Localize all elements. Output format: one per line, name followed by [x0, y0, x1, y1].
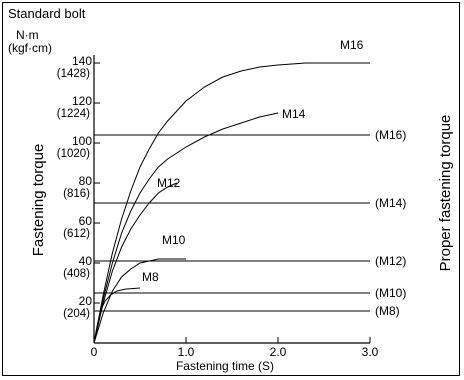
- y-tick-alt-label: (1428): [57, 68, 90, 80]
- chart-frame: [2, 2, 460, 376]
- reference-line-label: (M10): [375, 286, 406, 300]
- y-tick-alt-label: (816): [63, 188, 90, 200]
- y-axis-label: Fastening torque: [30, 144, 47, 257]
- series-label-m12: M12: [157, 176, 181, 190]
- y-axis-label-right: Proper fastening torque: [437, 115, 454, 272]
- reference-line-label: (M12): [375, 254, 406, 268]
- series-line-m16: [93, 62, 370, 344]
- y-tick-label: 60: [79, 214, 93, 228]
- y-tick-alt-label: (408): [63, 268, 90, 280]
- x-tick-label: 0: [91, 345, 98, 359]
- reference-line-label: (M16): [375, 128, 406, 142]
- y-unit-alt-label: (kgf·cm): [8, 41, 52, 55]
- series-line-m12: [93, 182, 177, 344]
- series-line-m10: [93, 258, 186, 344]
- tick-labels: 20(204) 40(408) 60(612) 80(816) 100(1020) 120…: [57, 54, 379, 359]
- chart-title: Standard bolt: [8, 6, 86, 21]
- y-tick-label: 40: [79, 254, 93, 268]
- y-tick-label: 80: [79, 174, 93, 188]
- series-label-m8: M8: [142, 270, 159, 284]
- series-lines: M16 M14 M12 M10 M8: [93, 38, 370, 344]
- y-tick-alt-label: (1020): [57, 148, 90, 160]
- y-tick-alt-label: (204): [63, 308, 90, 320]
- y-tick-label: 140: [72, 54, 92, 68]
- y-tick-alt-label: (1224): [57, 108, 90, 120]
- reference-line-label: (M14): [375, 196, 406, 210]
- y-unit-label: N·m: [16, 28, 39, 42]
- x-tick-label: 3.0: [362, 345, 379, 359]
- y-tick-label: 100: [72, 134, 92, 148]
- x-tick-label: 2.0: [270, 345, 287, 359]
- y-tick-label: 20: [79, 294, 93, 308]
- reference-lines: (M16) (M14) (M12) (M10) (M8): [94, 128, 406, 318]
- y-tick-label: 120: [72, 94, 92, 108]
- series-label-m14: M14: [282, 107, 306, 121]
- series-line-m8: [93, 287, 141, 344]
- axes: [93, 55, 370, 344]
- series-label-m10: M10: [162, 233, 186, 247]
- series-label-m16: M16: [340, 38, 364, 52]
- x-axis-label: Fastening time (S): [176, 359, 274, 373]
- y-tick-alt-label: (612): [63, 228, 90, 240]
- series-line-m14: [93, 112, 279, 344]
- reference-line-label: (M8): [375, 304, 400, 318]
- x-tick-label: 1.0: [178, 345, 195, 359]
